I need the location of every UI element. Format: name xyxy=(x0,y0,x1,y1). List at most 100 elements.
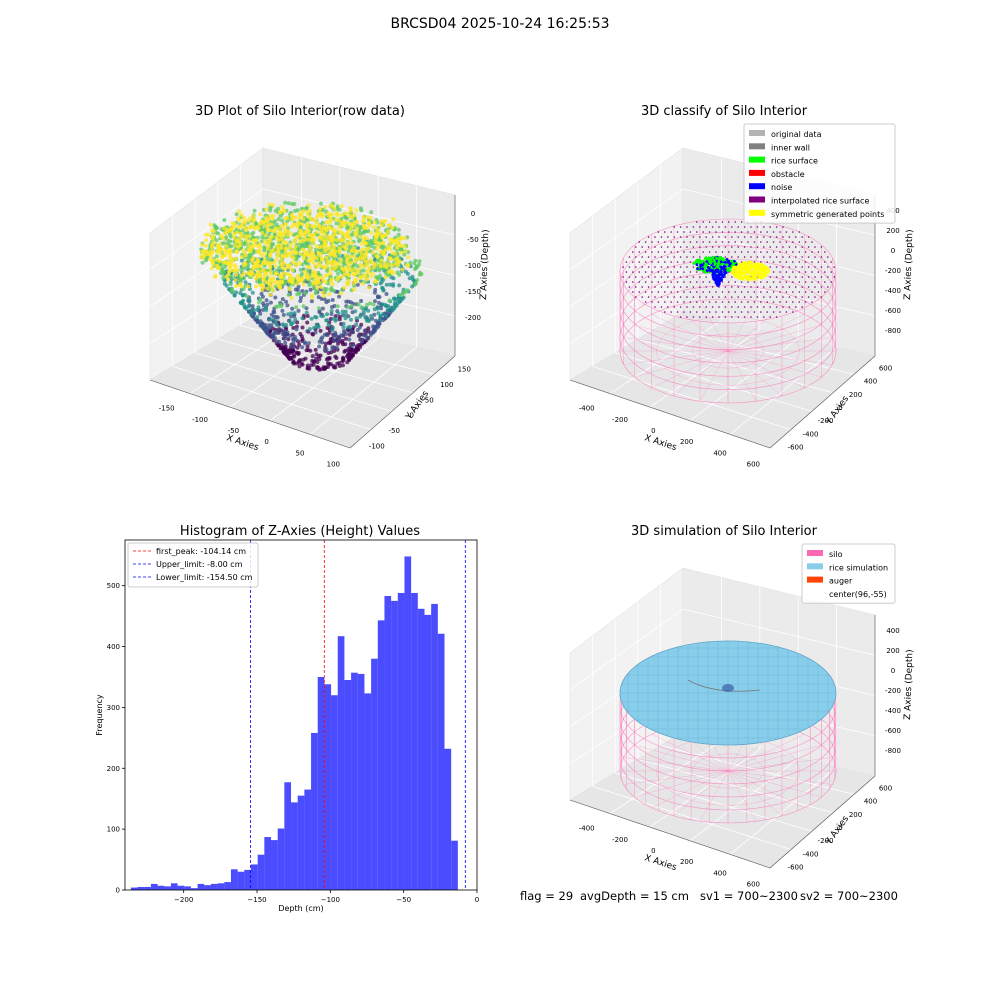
data-point xyxy=(393,300,398,305)
data-point xyxy=(277,339,282,344)
data-point xyxy=(371,302,376,307)
data-point xyxy=(343,316,348,321)
data-point xyxy=(336,311,341,316)
data-point xyxy=(348,324,353,329)
simulation-y-tick-label: 400 xyxy=(864,798,877,806)
data-point xyxy=(296,308,301,313)
data-point xyxy=(309,316,314,321)
data-point xyxy=(335,304,340,309)
data-point xyxy=(251,307,256,312)
data-point xyxy=(300,316,305,321)
data-point xyxy=(283,334,288,339)
data-point xyxy=(315,365,320,370)
data-point xyxy=(268,317,273,322)
data-point xyxy=(309,299,314,304)
data-point xyxy=(305,363,310,368)
data-point xyxy=(284,299,288,304)
center-marker xyxy=(722,684,734,692)
data-point xyxy=(372,307,377,312)
axis-line xyxy=(349,355,456,449)
simulation-legend-swatch xyxy=(807,563,823,570)
data-point xyxy=(354,316,359,321)
data-point xyxy=(330,325,335,330)
data-point xyxy=(320,335,325,340)
simulation-legend-swatch xyxy=(807,550,823,556)
data-point xyxy=(245,294,249,299)
data-point xyxy=(329,312,334,316)
data-point xyxy=(308,287,313,292)
data-point xyxy=(363,315,368,320)
grid-line xyxy=(217,338,414,394)
data-point xyxy=(271,309,276,314)
data-point xyxy=(288,333,293,338)
data-point xyxy=(234,212,239,217)
data-point xyxy=(305,314,310,318)
data-point xyxy=(356,333,361,338)
data-point xyxy=(357,239,361,243)
data-point xyxy=(239,258,244,263)
classify-plot-title: 3D classify of Silo Interior xyxy=(640,104,808,119)
data-point xyxy=(333,330,338,335)
data-point xyxy=(290,306,295,311)
data-point xyxy=(319,201,323,206)
data-point xyxy=(325,333,330,338)
simulation-x-tick-label: 600 xyxy=(747,880,760,888)
data-point xyxy=(413,281,418,286)
data-point xyxy=(369,314,374,318)
data-point xyxy=(325,312,329,317)
data-point xyxy=(359,338,364,343)
data-point xyxy=(221,275,226,280)
data-point xyxy=(402,252,407,257)
data-point xyxy=(387,298,392,303)
grid-line xyxy=(269,338,379,422)
data-point xyxy=(314,322,319,327)
data-point xyxy=(396,227,401,232)
data-point xyxy=(341,363,345,368)
data-point xyxy=(278,302,283,307)
data-point xyxy=(337,314,342,319)
data-point xyxy=(384,292,389,296)
data-point xyxy=(410,274,415,279)
simulation-z-tick-label: 200 xyxy=(886,647,899,655)
data-point xyxy=(281,312,286,317)
status-flag: flag = 29 xyxy=(520,889,574,903)
data-point xyxy=(403,269,408,274)
data-point xyxy=(268,300,273,305)
data-point xyxy=(297,364,302,369)
data-point xyxy=(376,324,381,329)
data-point xyxy=(379,276,384,281)
data-point xyxy=(354,344,359,349)
data-point xyxy=(295,320,300,325)
simulation-z-tick-label: -200 xyxy=(885,687,901,695)
data-point xyxy=(330,298,335,302)
data-point xyxy=(329,309,334,313)
data-point xyxy=(358,314,362,319)
data-point xyxy=(332,304,337,308)
data-point xyxy=(341,325,346,330)
data-point xyxy=(375,320,380,325)
simulation-y-tick-label: 600 xyxy=(879,785,892,793)
data-point xyxy=(305,329,310,334)
data-point xyxy=(408,260,413,265)
data-point xyxy=(337,364,342,368)
data-point xyxy=(289,314,294,319)
data-point xyxy=(289,311,294,316)
data-point xyxy=(296,352,301,356)
simulation-x-axis-label: X Axies xyxy=(643,853,678,873)
data-point xyxy=(259,291,264,296)
data-point xyxy=(417,262,421,267)
data-point xyxy=(281,328,286,333)
data-point xyxy=(312,325,317,330)
data-point xyxy=(330,345,335,349)
data-point xyxy=(310,354,315,359)
data-point xyxy=(326,299,331,303)
data-point xyxy=(317,344,322,349)
data-point xyxy=(285,303,290,308)
data-point xyxy=(228,282,233,287)
data-point xyxy=(280,308,285,313)
status-sv1: sv1 = 700~2300 xyxy=(700,889,798,903)
data-point xyxy=(292,354,297,359)
data-point xyxy=(297,342,302,347)
data-point xyxy=(377,295,382,300)
